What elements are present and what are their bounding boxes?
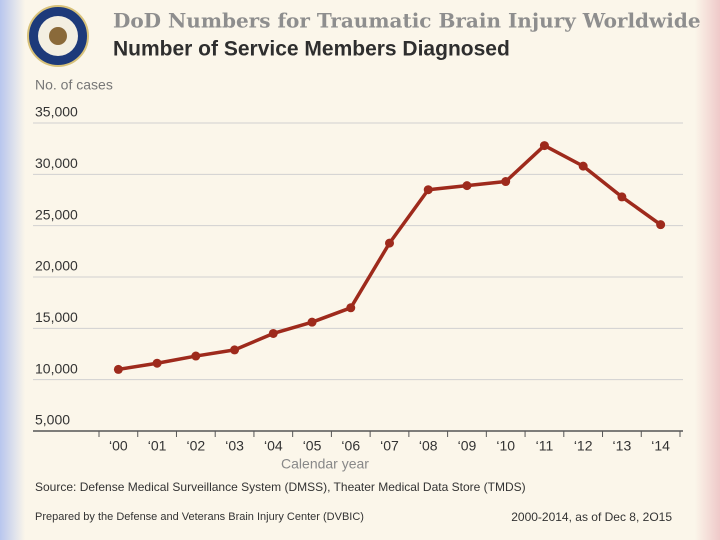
y-tick-label: 25,000 [35,206,78,222]
x-tick-label: ‘12 [574,438,593,454]
y-tick-label: 35,000 [35,104,78,120]
marker [423,185,433,195]
x-tick-label: ‘03 [225,438,244,454]
x-tick-label: ‘14 [651,438,670,454]
marker [656,220,666,230]
y-tick-label: 5,000 [35,412,70,428]
seal [27,5,89,67]
x-tick-label: ‘10 [496,438,515,454]
y-tick-label: 20,000 [35,258,78,274]
x-tick-label: ‘11 [536,438,554,454]
marker [230,345,240,355]
x-tick-label: ‘08 [419,438,438,454]
marker [462,181,472,191]
x-tick-label: ‘09 [458,438,477,454]
date-note: 2000-2014, as of Dec 8, 2O15 [511,510,672,524]
x-tick-label: ‘02 [186,438,205,454]
source: Source: Defense Medical Surveillance Sys… [35,480,526,494]
x-tick-label: ‘07 [380,438,399,454]
chart-title: DoD Numbers for Traumatic Brain Injury W… [113,9,701,33]
x-tick-label: ‘01 [148,438,167,454]
x-axis-label: Calendar year [281,456,369,472]
y-tick-label: 15,000 [35,309,78,325]
y-tick-label: 30,000 [35,155,78,171]
y-axis-label: No. of cases [35,77,113,93]
marker [268,328,278,338]
marker [307,317,317,327]
marker [191,351,201,361]
y-tick-label: 10,000 [35,360,78,376]
x-tick-label: ‘13 [613,438,632,454]
x-tick-label: ‘00 [109,438,128,454]
x-tick-label: ‘06 [341,438,360,454]
marker [578,161,588,171]
marker [152,358,162,368]
prepared-by: Prepared by the Defense and Veterans Bra… [35,511,364,523]
x-tick-label: ‘05 [303,438,322,454]
marker [501,177,511,187]
chart-subtitle: Number of Service Members Diagnosed [113,38,510,61]
marker [346,303,356,313]
marker [539,141,549,151]
marker [385,238,394,248]
marker [617,192,627,202]
x-tick-label: ‘04 [264,438,283,454]
marker [113,364,123,374]
